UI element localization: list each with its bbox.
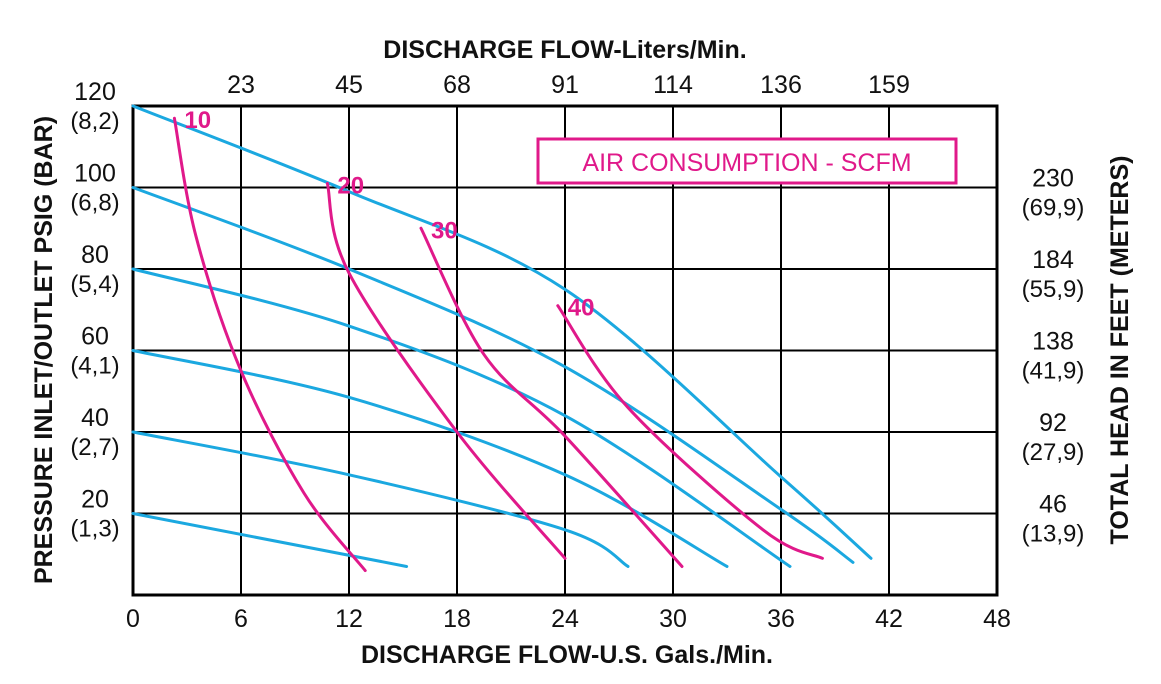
y-right-tick-sublabel: (27,9)	[1022, 439, 1085, 466]
x-bottom-tick-label: 42	[875, 605, 903, 633]
pressure-curve-100	[131, 186, 855, 564]
x-top-tick-label: 159	[868, 71, 910, 99]
air-curve-10	[172, 116, 367, 573]
y-axis-right-title: TOTAL HEAD IN FEET (METERS)	[1106, 156, 1134, 545]
x-bottom-tick-label: 0	[126, 605, 140, 633]
y-left-tick-label: 100	[74, 160, 116, 188]
pressure-curve-120	[131, 104, 873, 560]
air-curve-label-40: 40	[568, 295, 595, 322]
air-curve-label-30: 30	[431, 217, 458, 244]
x-bottom-tick-label: 36	[767, 605, 795, 633]
x-top-tick-label: 114	[653, 71, 693, 99]
y-left-tick-label: 80	[81, 241, 109, 269]
y-left-tick-sublabel: (4,1)	[70, 353, 119, 380]
y-right-tick-sublabel: (13,9)	[1022, 521, 1085, 548]
pressure-curve-40	[131, 430, 630, 568]
pressure-curve-80	[131, 267, 792, 568]
y-left-tick-label: 60	[81, 323, 109, 351]
y-left-tick-sublabel: (5,4)	[70, 271, 119, 298]
grid	[131, 104, 999, 597]
y-right-tick-sublabel: (55,9)	[1022, 276, 1085, 303]
y-left-tick-sublabel: (2,7)	[70, 434, 119, 461]
x-axis-bottom-title: DISCHARGE FLOW-U.S. Gals./Min.	[361, 641, 773, 669]
y-right-tick-label: 46	[1039, 491, 1067, 519]
x-bottom-tick-label: 30	[659, 605, 687, 633]
air-curve-label-20: 20	[337, 172, 364, 199]
x-bottom-tick-label: 18	[443, 605, 471, 633]
y-axis-left-title: PRESSURE INLET/OUTLET PSIG (BAR)	[30, 116, 58, 584]
x-axis-top-title: DISCHARGE FLOW-Liters/Min.	[383, 36, 746, 64]
x-bottom-tick-label: 48	[983, 605, 1011, 633]
y-left-tick-sublabel: (8,2)	[70, 108, 119, 135]
curves: 10 20 30 40	[131, 104, 958, 573]
pressure-curve-60	[131, 349, 729, 568]
y-left-tick-sublabel: (6,8)	[70, 190, 119, 217]
y-right-tick-label: 230	[1032, 165, 1074, 193]
x-bottom-tick-label: 12	[335, 605, 363, 633]
x-bottom-tick-label: 24	[551, 605, 579, 633]
y-right-tick-label: 138	[1032, 328, 1074, 356]
x-top-tick-label: 136	[760, 71, 802, 99]
legend-box	[536, 137, 958, 185]
y-right-tick-label: 92	[1039, 409, 1067, 437]
air-curve-label-10: 10	[184, 107, 211, 134]
y-right-tick-sublabel: (41,9)	[1022, 358, 1085, 385]
y-right-tick-sublabel: (69,9)	[1022, 195, 1085, 222]
x-top-tick-label: 23	[227, 71, 255, 99]
y-left-tick-label: 20	[81, 486, 109, 514]
legend-title: AIR CONSUMPTION - SCFM	[582, 149, 911, 177]
y-left-tick-sublabel: (1,3)	[70, 516, 119, 543]
pressure-curve-20	[131, 512, 409, 568]
x-bottom-tick-label: 6	[234, 605, 248, 633]
x-top-tick-label: 45	[335, 71, 363, 99]
y-left-tick-label: 120	[74, 78, 116, 106]
air-curve-40	[556, 304, 824, 560]
air-curve-30	[419, 226, 684, 568]
x-top-tick-label: 91	[551, 71, 579, 99]
y-left-tick-label: 40	[81, 404, 109, 432]
air-curve-20	[325, 181, 567, 560]
x-top-tick-label: 68	[443, 71, 471, 99]
y-right-tick-label: 184	[1032, 246, 1074, 274]
